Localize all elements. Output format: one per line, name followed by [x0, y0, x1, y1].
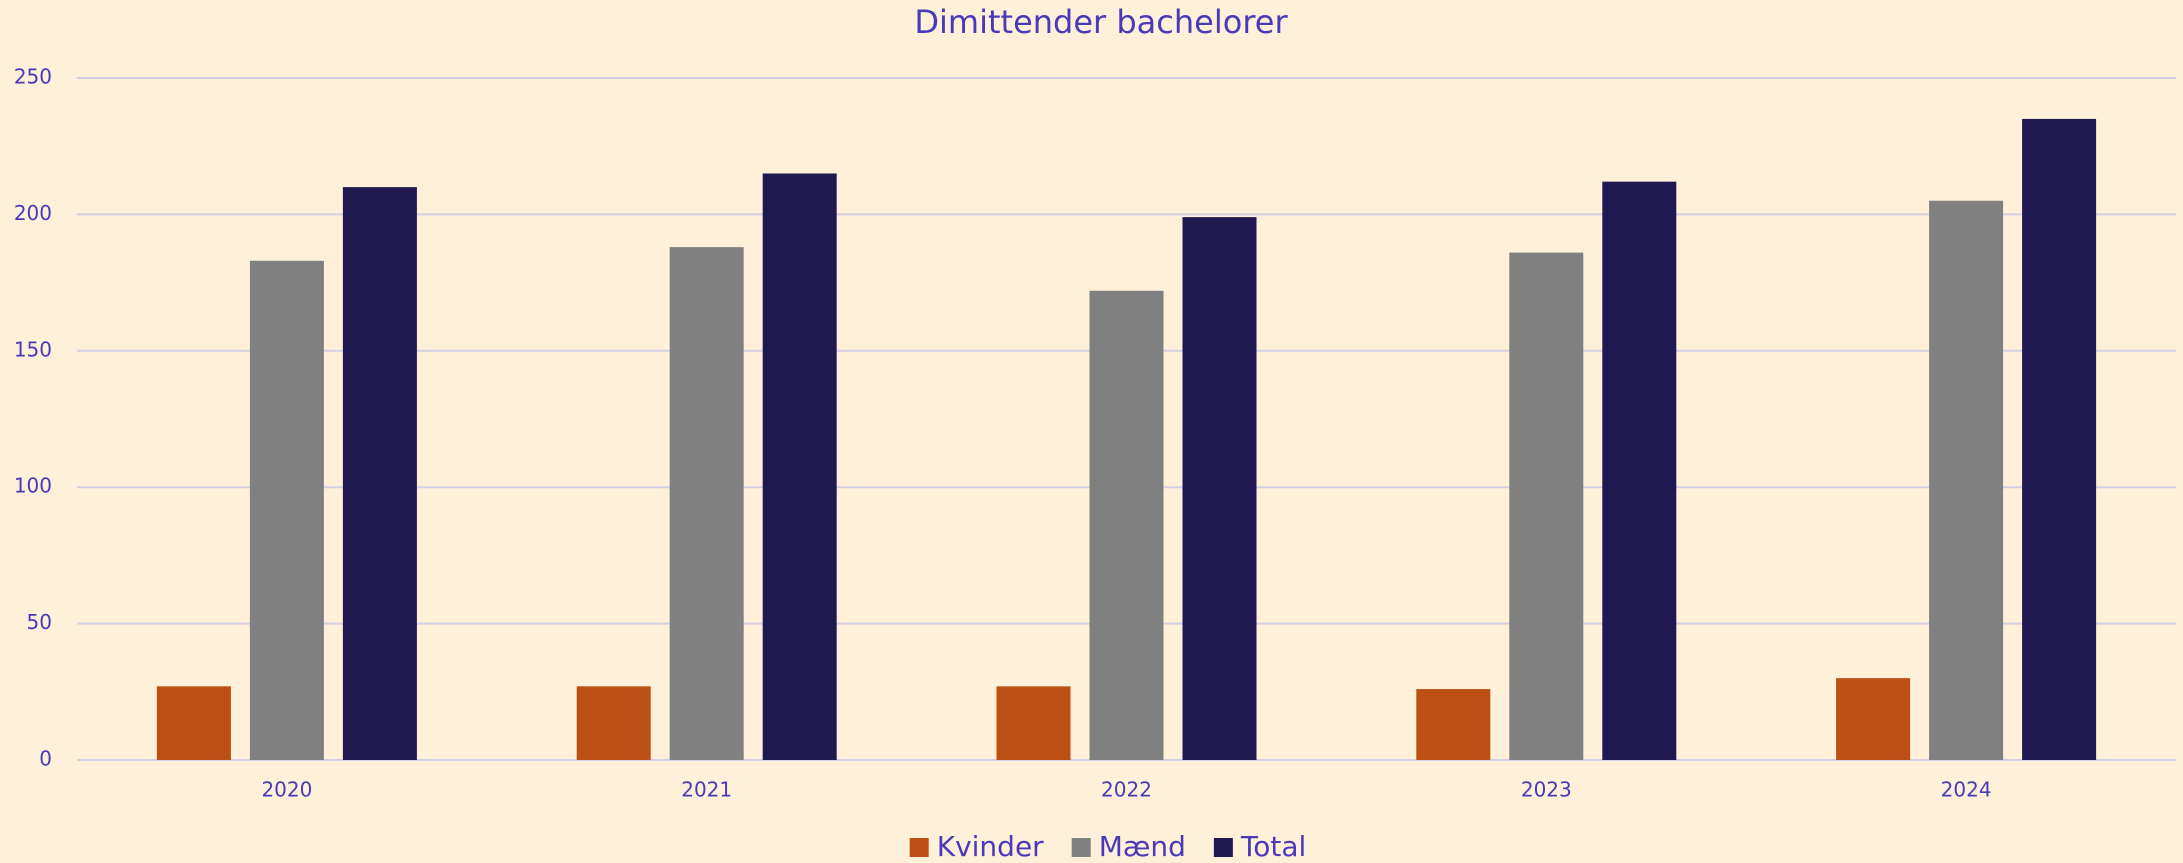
bar: [669, 247, 744, 761]
y-tick-label: 50: [27, 610, 52, 634]
bar: [249, 260, 324, 760]
y-tick-label: 250: [14, 65, 52, 89]
bar: [1836, 678, 1911, 760]
legend-label: Total: [1240, 830, 1306, 863]
bar: [1182, 217, 1257, 761]
legend-swatch: [909, 838, 929, 857]
x-tick-label: 2023: [1521, 778, 1572, 802]
legend-swatch: [1213, 838, 1233, 857]
bar: [342, 187, 417, 760]
bar: [156, 686, 231, 760]
chart-title: Dimittender bachelorer: [914, 3, 1288, 41]
x-tick-label: 2022: [1101, 778, 1152, 802]
x-tick-label: 2020: [261, 778, 312, 802]
bar: [1602, 181, 1677, 760]
x-tick-label: 2021: [681, 778, 732, 802]
y-tick-label: 100: [14, 474, 52, 498]
y-tick-label: 200: [14, 201, 52, 225]
legend-swatch: [1071, 838, 1091, 857]
bar: [1929, 200, 2004, 760]
bar: [1509, 252, 1584, 761]
y-tick-label: 150: [14, 337, 52, 361]
x-tick-label: 2024: [1941, 778, 1992, 802]
bar: [996, 686, 1071, 760]
bar: [1416, 689, 1491, 760]
legend-label: Mænd: [1099, 830, 1186, 863]
legend-label: Kvinder: [937, 830, 1044, 863]
y-tick-label: 0: [39, 747, 52, 771]
bar: [576, 686, 651, 760]
bar: [2022, 118, 2097, 761]
bar: [1089, 290, 1164, 760]
bar: [762, 173, 837, 761]
